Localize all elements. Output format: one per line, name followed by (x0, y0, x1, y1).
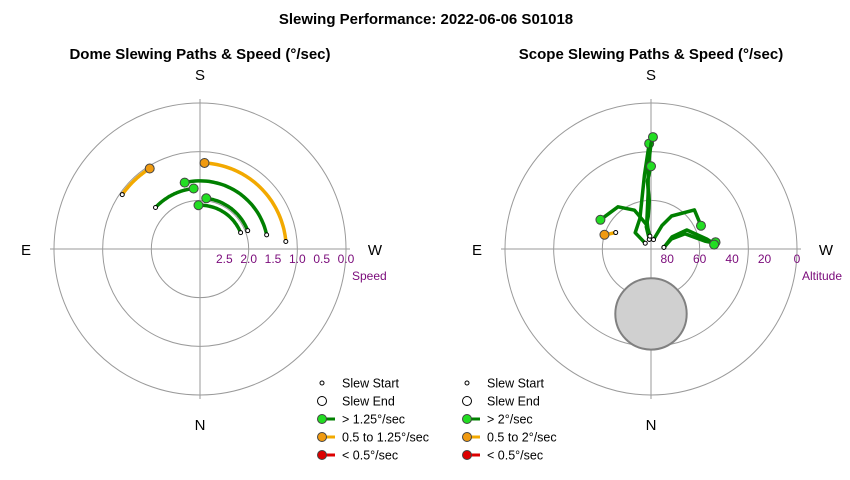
scope-slew-start-marker (613, 230, 619, 236)
scope-obstruction-disc (614, 277, 688, 351)
dome-slew-start-marker (264, 232, 270, 238)
scope-legend-marker-symbol (462, 414, 472, 424)
scope-slew-end-marker (647, 132, 658, 143)
scope-legend-label: < 0.5°/sec (487, 449, 543, 463)
dome-tick-label: 1.5 (265, 252, 282, 266)
scope-legend-item: > 2°/sec (462, 413, 533, 427)
dome-legend-label: Slew Start (342, 377, 399, 391)
scope-legend-marker-symbol (462, 432, 472, 442)
scope-tick-label: 80 (661, 252, 675, 266)
figure-title: Slewing Performance: 2022-06-06 S01018 (279, 11, 573, 28)
dome-legend-item: < 0.5°/sec (317, 449, 398, 463)
dome-legend-item: Slew End (317, 395, 395, 409)
scope-slew-start-marker (647, 233, 653, 239)
scope-tick-label: 0 (794, 252, 801, 266)
dome-legend-marker-symbol (317, 414, 327, 424)
scope-slew-start-marker (651, 237, 657, 243)
dome-compass-left: E (21, 242, 31, 259)
scope-radial-axis-label: Altitude (802, 269, 842, 283)
dome-slew-path (153, 186, 196, 210)
dome-legend-item: > 1.25°/sec (317, 413, 405, 427)
dome-slew-end-marker (193, 200, 204, 211)
dome-legend: Slew Start Slew End > 1.25°/sec 0.5 to 1.25… (317, 377, 429, 463)
scope-compass-top: S (646, 67, 656, 84)
dome-compass-right: W (368, 242, 383, 259)
scope-slew-end-marker (646, 161, 656, 172)
dome-radial-axis-label: Speed (352, 269, 387, 283)
dome-slew-end-marker (144, 163, 155, 174)
scope-legend-label: > 2°/sec (487, 413, 533, 427)
dome-slew-start-marker (245, 228, 251, 234)
dome-slew-start-marker (119, 192, 125, 198)
scope-legend: Slew Start Slew End > 2°/sec 0.5 to 2°/sec <… (462, 377, 557, 463)
dome-legend-marker-symbol (317, 450, 327, 460)
dome-legend-label: 0.5 to 1.25°/sec (342, 431, 429, 445)
dome-slew-path (204, 196, 250, 233)
scope-slew-path (598, 205, 652, 238)
scope-slew-end-marker (709, 239, 720, 250)
dome-slew-paths (119, 157, 289, 244)
scope-legend-item: Slew Start (464, 377, 544, 391)
scope-slew-start-marker (661, 244, 667, 250)
scope-slew-end-marker (595, 214, 606, 225)
scope-legend-marker-symbol (462, 450, 472, 460)
dome-compass-bottom: N (195, 417, 206, 434)
scope-slew-path (651, 208, 703, 242)
dome-tick-labels: 2.5 2.0 1.5 1.0 0.5 0.0 (216, 252, 355, 266)
scope-obstruction (614, 277, 688, 351)
scope-compass-left: E (472, 242, 482, 259)
dome-legend-start-symbol (319, 380, 325, 386)
scope-polar-chart: Scope Slewing Paths & Speed (°/sec) S N … (462, 46, 842, 463)
dome-slew-end-marker (188, 183, 199, 194)
dome-tick-label: 0.5 (313, 252, 330, 266)
scope-slew-paths (595, 132, 721, 250)
dome-legend-label: Slew End (342, 395, 395, 409)
dome-slew-start-marker (283, 238, 289, 244)
scope-compass-bottom: N (646, 417, 657, 434)
scope-chart-title: Scope Slewing Paths & Speed (°/sec) (519, 46, 783, 63)
scope-legend-item: 0.5 to 2°/sec (462, 431, 557, 445)
dome-legend-item: Slew Start (319, 377, 399, 391)
dome-slew-start-marker (153, 205, 159, 211)
dome-legend-item: 0.5 to 1.25°/sec (317, 431, 429, 445)
dome-legend-label: < 0.5°/sec (342, 449, 398, 463)
dome-chart-title: Dome Slewing Paths & Speed (°/sec) (69, 46, 330, 63)
scope-slew-end-marker (695, 220, 706, 231)
dome-tick-label: 1.0 (289, 252, 306, 266)
scope-legend-item: < 0.5°/sec (462, 449, 543, 463)
scope-legend-label: Slew End (487, 395, 540, 409)
scope-tick-label: 60 (693, 252, 707, 266)
dome-tick-label: 2.0 (240, 252, 257, 266)
scope-slew-start-marker (642, 240, 648, 246)
scope-legend-label: Slew Start (487, 377, 544, 391)
dome-slew-path (120, 166, 152, 197)
dome-tick-label: 0.0 (338, 252, 355, 266)
dome-tick-label: 2.5 (216, 252, 233, 266)
dome-legend-label: > 1.25°/sec (342, 413, 405, 427)
scope-slew-end-marker (599, 229, 610, 240)
scope-legend-item: Slew End (462, 395, 540, 409)
scope-compass-right: W (819, 242, 834, 259)
dome-slew-path (202, 161, 288, 244)
dome-legend-marker-symbol (317, 432, 327, 442)
dome-polar-chart: Dome Slewing Paths & Speed (°/sec) S N E… (21, 46, 429, 463)
dome-slew-path (182, 179, 269, 237)
scope-legend-label: 0.5 to 2°/sec (487, 431, 557, 445)
dome-slew-path (196, 203, 243, 235)
dome-legend-end-symbol (317, 396, 327, 406)
dome-slew-start-marker (238, 230, 244, 236)
scope-tick-label: 20 (758, 252, 772, 266)
scope-legend-start-symbol (464, 380, 470, 386)
dome-slew-end-marker (179, 177, 190, 188)
scope-legend-end-symbol (462, 396, 472, 406)
dome-slew-end-marker (199, 157, 210, 168)
dome-grid (50, 99, 350, 399)
dome-slew-end-marker (201, 193, 212, 204)
scope-tick-labels: 80 60 40 20 0 (661, 252, 801, 266)
scope-tick-label: 40 (725, 252, 739, 266)
dome-compass-top: S (195, 67, 205, 84)
